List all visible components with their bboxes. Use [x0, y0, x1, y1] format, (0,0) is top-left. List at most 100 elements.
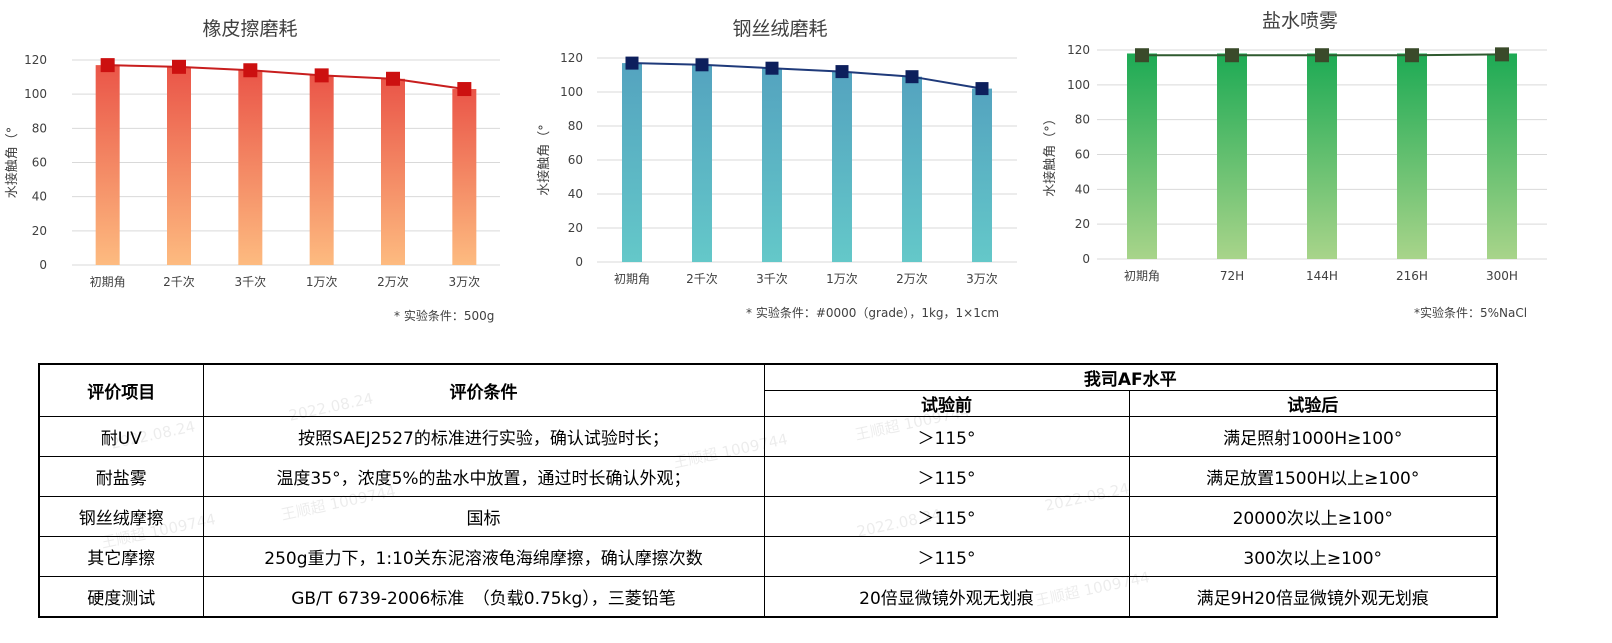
chart-plot: 0 20 40 60 80 100 120 水接触角（°） 初期角 72H 144H 216H 300H	[1042, 43, 1547, 283]
cell-before: ＞115°	[763, 416, 1130, 457]
chart-condition: * 实验条件：#0000（grade），1kg，1×1cm	[746, 306, 1000, 320]
cell-after: 300次以上≥100°	[1128, 536, 1498, 577]
header-after: 试验后	[1128, 390, 1498, 417]
line-marker	[314, 68, 329, 83]
series-line	[631, 62, 983, 90]
bar	[167, 66, 191, 265]
line-marker	[1135, 48, 1149, 63]
cell-before: ＞115°	[763, 456, 1130, 497]
y-tick-label: 120	[24, 53, 47, 67]
bar	[622, 63, 642, 262]
y-tick-label: 0	[39, 258, 47, 272]
line-marker	[1495, 47, 1509, 62]
cell-after: 20000次以上≥100°	[1128, 496, 1498, 537]
y-tick-label: 60	[568, 153, 583, 167]
line-marker	[457, 82, 472, 97]
table-row: 硬度测试 GB/T 6739-2006标准 （负载0.75kg），三菱铅笔 20…	[38, 576, 1498, 617]
bar	[452, 89, 477, 266]
x-tick-label: 2千次	[686, 272, 718, 286]
chart-eraser-abrasion: 橡皮擦磨耗 0 20 40 60 80 100 120 水接触角（° 初期角 2千次 3千次 1万次 2…	[0, 0, 520, 330]
y-tick-label: 80	[568, 119, 583, 133]
y-tick-label: 40	[32, 190, 47, 204]
chart-plot: 0 20 40 60 80 100 120 水接触角（° 初期角 2千次 3千次 1万次 2万次 3万次	[536, 51, 1017, 286]
line-marker	[905, 70, 919, 84]
cell-item: 耐盐雾	[38, 456, 204, 497]
y-tick-label: 0	[1082, 252, 1090, 266]
bar	[832, 71, 852, 262]
cell-item: 其它摩擦	[38, 536, 204, 577]
cell-condition: 250g重力下，1:10关东泥溶液龟海绵摩擦，确认摩擦次数	[202, 536, 765, 577]
cell-before: 20倍显微镜外观无划痕	[763, 576, 1130, 617]
y-tick-label: 100	[24, 87, 47, 101]
x-tick-label: 初期角	[614, 272, 650, 286]
y-tick-label: 120	[560, 51, 583, 65]
x-tick-label: 1万次	[826, 272, 858, 286]
y-tick-label: 80	[32, 121, 47, 135]
x-tick-label: 144H	[1306, 269, 1338, 283]
cell-after: 满足放置1500H以上≥100°	[1128, 456, 1498, 497]
chart-steel-wool-abrasion: 钢丝绒磨耗 0 20 40 60 80 100 120 水接触角（° 初期角 2千次 3千次 1万次 2…	[530, 0, 1030, 330]
x-tick-label: 初期角	[90, 275, 126, 289]
chart-condition: * 实验条件：500g	[394, 309, 495, 323]
header-before: 试验前	[763, 390, 1130, 417]
bar	[1127, 53, 1157, 259]
line-marker	[1405, 48, 1419, 63]
header-level: 我司AF水平	[763, 363, 1498, 391]
chart-title: 橡皮擦磨耗	[202, 18, 298, 40]
chart-title: 盐水喷雾	[1261, 10, 1338, 32]
table-row: 其它摩擦 250g重力下，1:10关东泥溶液龟海绵摩擦，确认摩擦次数 ＞115°…	[38, 536, 1498, 577]
y-tick-label: 20	[1075, 217, 1090, 231]
bar	[309, 75, 334, 265]
cell-before: ＞115°	[763, 496, 1130, 537]
bar	[902, 76, 922, 262]
x-tick-label: 2千次	[163, 275, 195, 289]
x-tick-label: 3千次	[235, 275, 267, 289]
x-tick-label: 72H	[1220, 269, 1244, 283]
cell-item: 硬度测试	[38, 576, 204, 617]
table-row: 耐盐雾 温度35°，浓度5%的盐水中放置，通过时长确认外观； ＞115° 满足放…	[38, 456, 1498, 497]
y-tick-label: 100	[560, 85, 583, 99]
line-marker	[765, 61, 779, 75]
cell-condition: GB/T 6739-2006标准 （负载0.75kg），三菱铅笔	[202, 576, 765, 617]
table-row: 耐UV 按照SAEJ2527的标准进行实验，确认试验时长； ＞115° 满足照射…	[38, 416, 1498, 457]
line-marker	[100, 58, 115, 73]
y-tick-label: 120	[1067, 43, 1090, 57]
line-marker	[1315, 48, 1329, 63]
y-axis-label: 水接触角（°）	[1042, 112, 1058, 197]
header-item: 评价项目	[38, 363, 204, 417]
y-tick-label: 100	[1067, 78, 1090, 92]
y-tick-label: 40	[568, 187, 583, 201]
x-tick-label: 300H	[1486, 269, 1518, 283]
y-tick-label: 60	[1075, 148, 1090, 162]
cell-condition: 按照SAEJ2527的标准进行实验，确认试验时长；	[202, 416, 765, 457]
cell-after: 满足9H20倍显微镜外观无划痕	[1128, 576, 1498, 617]
y-tick-label: 80	[1075, 113, 1090, 127]
bar	[1217, 53, 1247, 259]
x-tick-label: 初期角	[1124, 269, 1160, 283]
y-tick-label: 20	[32, 224, 47, 238]
chart-salt-spray: 盐水喷雾 0 20 40 60 80 100 120 水接触角（°） 初期角 72H 144H 216…	[1040, 0, 1580, 330]
line-marker	[1225, 48, 1239, 63]
line-marker	[386, 71, 400, 86]
bar	[381, 78, 405, 266]
line-marker	[835, 65, 849, 79]
y-tick-label: 20	[568, 221, 583, 235]
y-tick-label: 40	[1075, 182, 1090, 196]
bar	[238, 70, 263, 265]
cell-item: 耐UV	[38, 416, 204, 457]
cell-condition: 国标	[202, 496, 765, 537]
y-axis-label: 水接触角（°	[4, 127, 20, 199]
y-tick-label: 60	[32, 156, 47, 170]
bar	[1397, 53, 1427, 259]
bar	[95, 65, 120, 265]
x-tick-label: 216H	[1396, 269, 1428, 283]
x-tick-label: 3千次	[756, 272, 788, 286]
cell-before: ＞115°	[763, 536, 1130, 577]
series-line	[107, 64, 465, 91]
x-tick-label: 2万次	[896, 272, 928, 286]
x-tick-label: 1万次	[306, 275, 338, 289]
line-marker	[625, 56, 639, 70]
x-tick-label: 3万次	[966, 272, 998, 286]
cell-condition: 温度35°，浓度5%的盐水中放置，通过时长确认外观；	[202, 456, 765, 497]
line-marker	[172, 59, 186, 74]
